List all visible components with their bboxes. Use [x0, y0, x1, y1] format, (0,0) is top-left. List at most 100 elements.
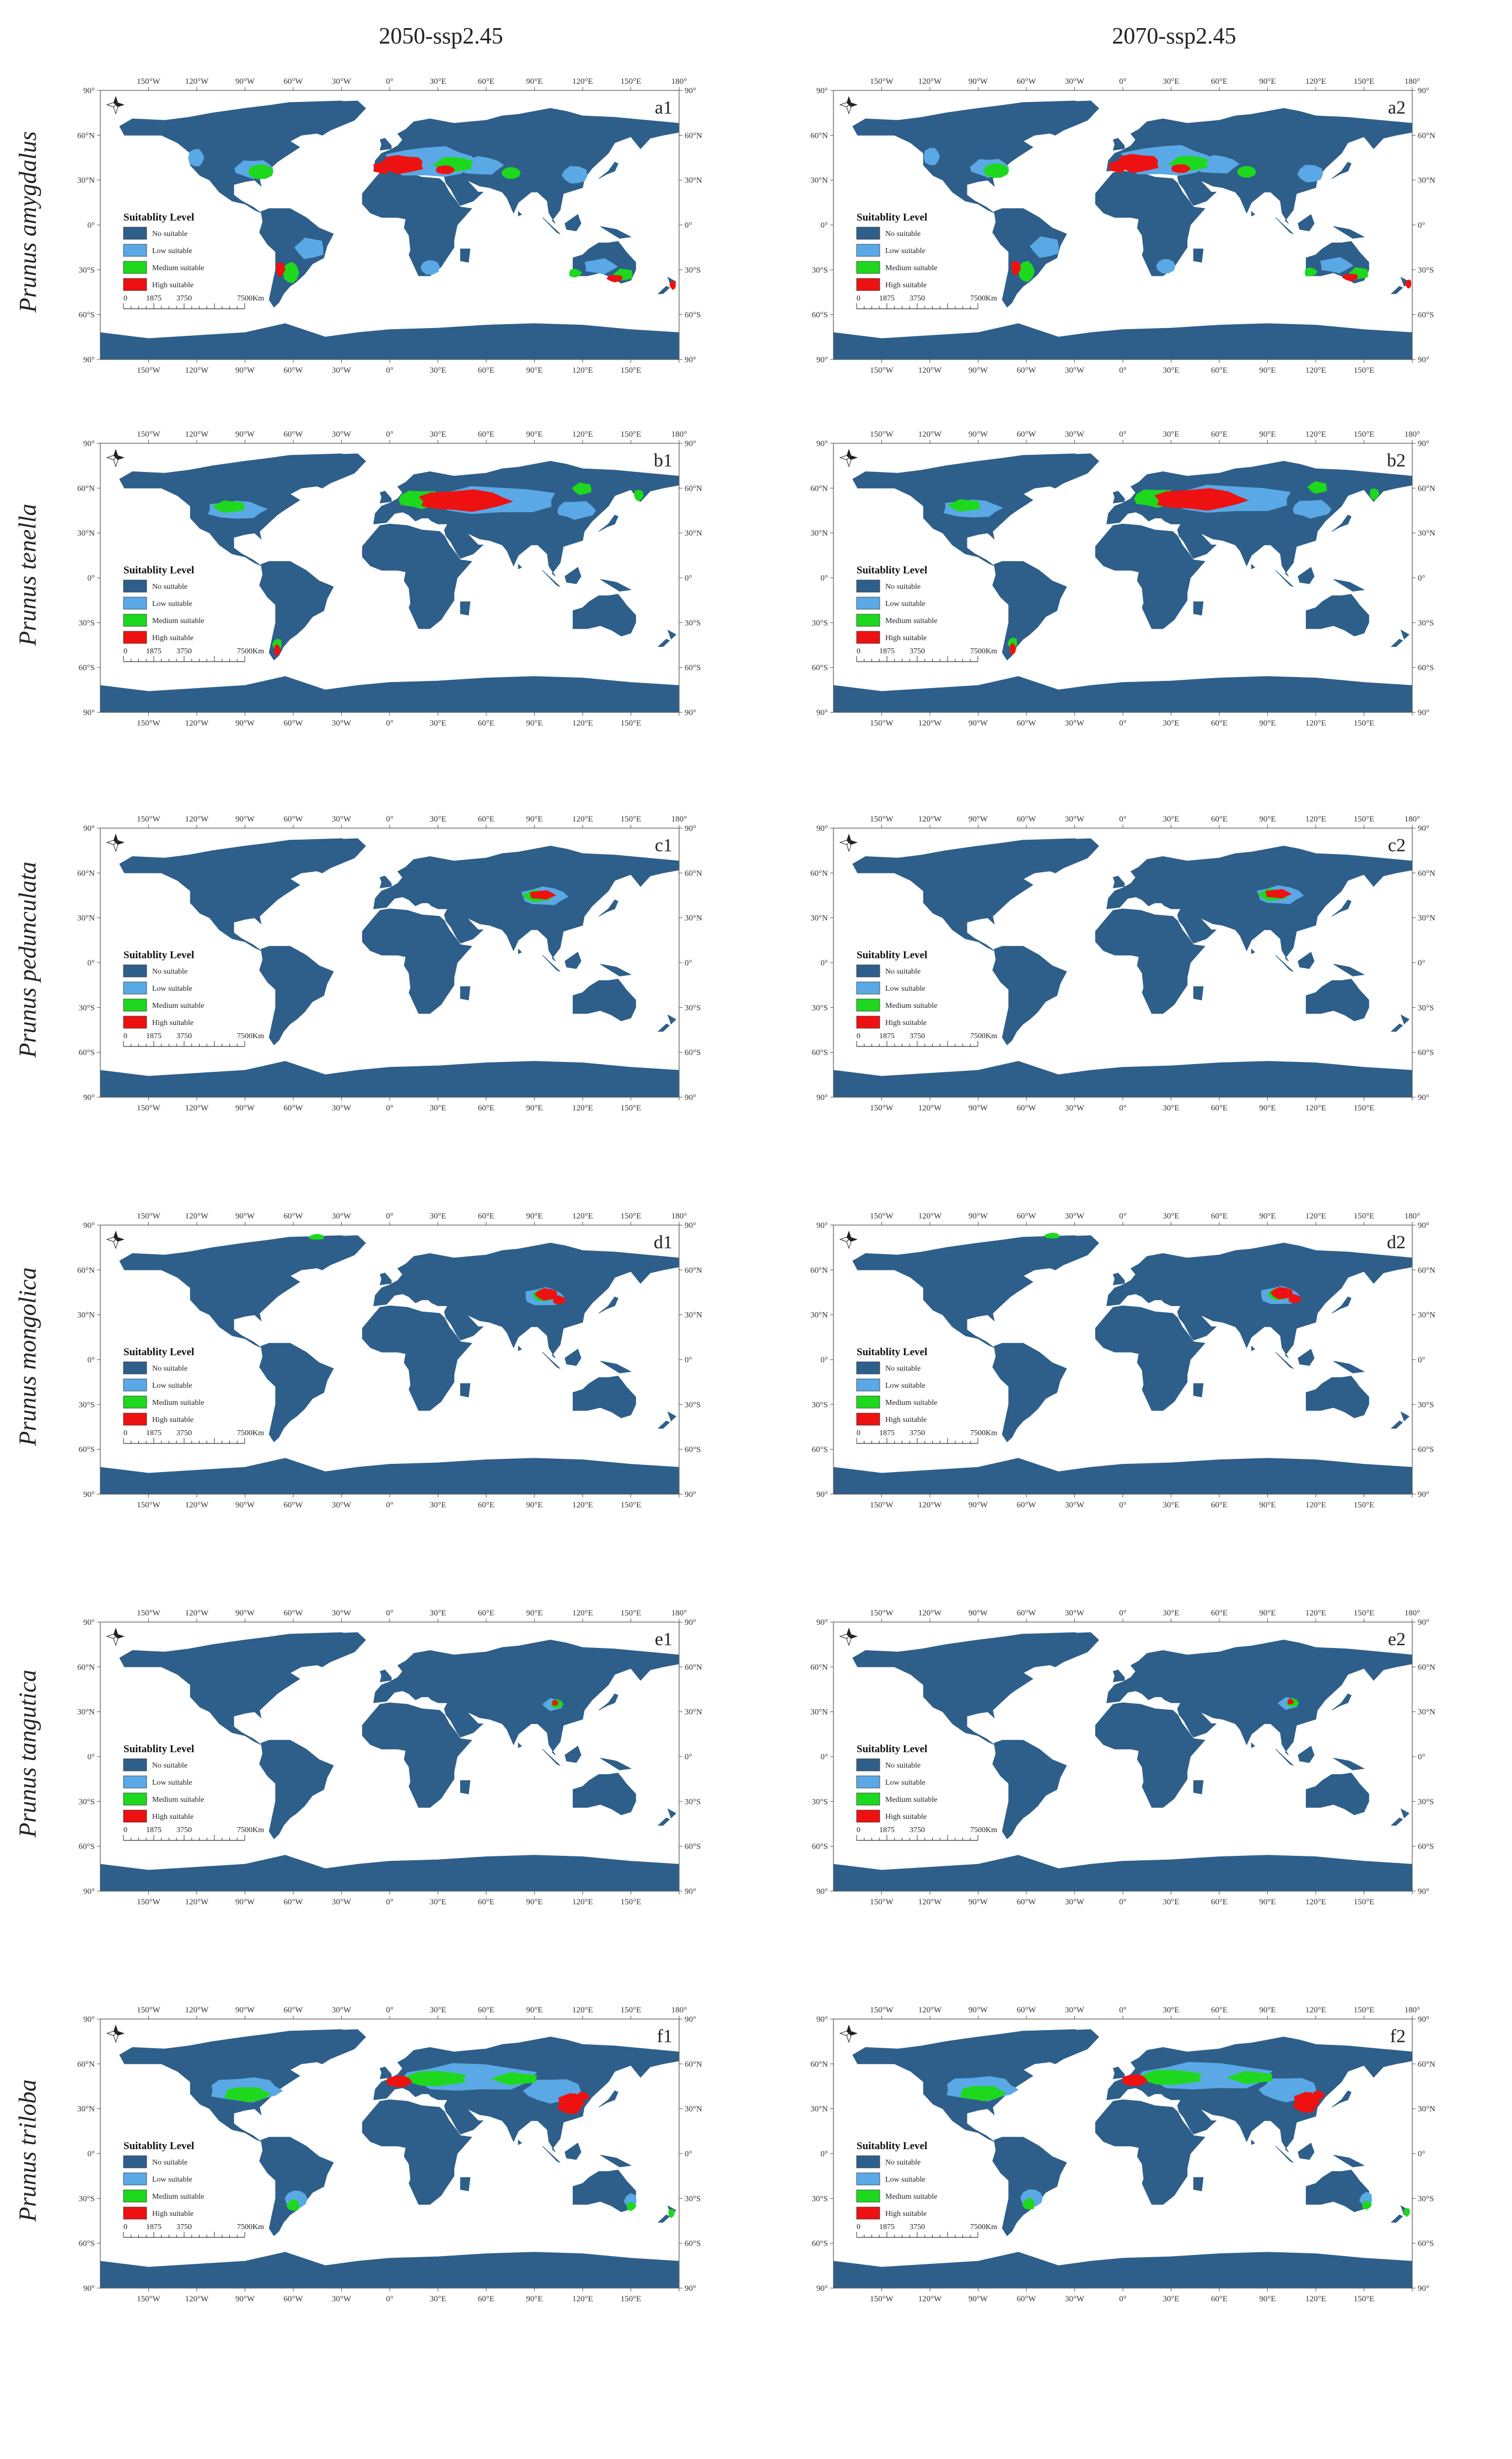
world-map: 150°W 150°W 120°W 120°W 90°W 90°W 60°W 60°W 30°W…: [810, 1609, 1435, 1907]
lon-tick-label: 0°: [386, 1898, 394, 1907]
lon-tick-label: 60°E: [478, 2295, 494, 2304]
lat-tick-label: 90°: [83, 2284, 95, 2293]
lon-tick-label: 60°W: [1016, 366, 1036, 375]
lon-tick-label: 30°W: [332, 719, 352, 728]
land-japan: [598, 514, 618, 532]
lon-tick-label: 90°E: [1259, 2006, 1276, 2015]
suitability-patch: [294, 237, 324, 259]
lat-tick-label: 30°N: [77, 1708, 95, 1717]
land-madagascar: [1193, 601, 1204, 616]
legend-swatch: [123, 2206, 147, 2220]
lon-tick-label: 90°E: [526, 1212, 542, 1221]
land-greenland: [1006, 2029, 1091, 2064]
lon-tick-label: 180°: [671, 815, 687, 824]
lon-tick-label: 150°E: [621, 1212, 642, 1221]
scale-tick-label: 7500: [970, 647, 986, 656]
lat-tick-label: 30°S: [812, 1003, 828, 1012]
legend: Suitablity Level No suitable Low suitable M…: [856, 949, 938, 1029]
scale-unit: Km: [986, 1429, 997, 1437]
lon-tick-label: 150°E: [1354, 719, 1375, 728]
scale-tick-label: 0: [857, 1826, 860, 1834]
lon-tick-label: 60°E: [478, 77, 494, 86]
legend-swatch: [856, 1810, 880, 1823]
land-africa: [362, 170, 472, 276]
land-antarctica: [833, 1061, 1412, 1097]
lon-tick-label: 90°W: [968, 1609, 988, 1618]
scale-tick-label: 3750: [910, 1429, 925, 1437]
legend-swatch: [123, 1775, 147, 1789]
lon-tick-label: 60°W: [1016, 1609, 1036, 1618]
land-madagascar: [460, 1383, 471, 1398]
suitability-patch: [274, 644, 281, 656]
legend-item-label: Low suitable: [152, 1779, 192, 1787]
scale-bar: 0 1875 3750 7500 Km: [123, 294, 264, 309]
lon-tick-label: 60°W: [1016, 430, 1036, 439]
lat-tick-label: 60°N: [685, 1663, 702, 1672]
lon-tick-label: 180°: [1405, 2006, 1420, 2015]
lon-tick-label: 30°E: [1163, 719, 1179, 728]
land-australia: [573, 979, 636, 1022]
lon-tick-label: 90°W: [968, 1898, 988, 1907]
map-panel-a2: 150°W 150°W 120°W 120°W 90°W 90°W 60°W 60°W 30°W…: [794, 56, 1453, 393]
lon-tick-label: 0°: [386, 77, 394, 86]
scale-bar: 0 1875 3750 7500 Km: [856, 294, 997, 309]
lon-tick-label: 150°W: [870, 1898, 894, 1907]
suitability-patch: [668, 2209, 675, 2219]
land-antarctica: [100, 1855, 679, 1891]
land-antarctica: [100, 676, 679, 712]
suitability-patch: [1022, 2197, 1035, 2210]
land-sriLanka: [518, 563, 523, 570]
legend-swatch: [123, 579, 147, 593]
lat-tick-label: 30°S: [79, 1400, 95, 1409]
lon-tick-label: 30°W: [332, 77, 352, 86]
lon-tick-label: 30°W: [1065, 1212, 1085, 1221]
land-japan: [598, 1693, 618, 1711]
suitability-patch: [1030, 236, 1059, 258]
land-madagascar: [1193, 2177, 1204, 2192]
lon-tick-label: 30°E: [1163, 77, 1179, 86]
lon-tick-label: 120°E: [1305, 1212, 1326, 1221]
land-northAmerica: [852, 1235, 1100, 1348]
land-japan: [598, 162, 618, 179]
map-panel-f1: 150°W 150°W 120°W 120°W 90°W 90°W 60°W 60°W 30°W…: [61, 1985, 720, 2321]
lon-tick-label: 150°E: [1354, 77, 1375, 86]
land-africa: [362, 908, 472, 1014]
suitability-patch: [1293, 500, 1332, 519]
lon-tick-label: 0°: [386, 430, 394, 439]
lon-tick-label: 150°W: [870, 1501, 894, 1510]
world-map: 150°W 150°W 120°W 120°W 90°W 90°W 60°W 60°W 30°W…: [77, 815, 702, 1113]
lon-tick-label: 30°E: [429, 77, 446, 86]
lon-tick-label: 120°E: [572, 815, 593, 824]
land-eurasia: [373, 845, 679, 962]
legend-swatch: [123, 2155, 147, 2168]
land-africa: [1095, 170, 1206, 276]
land-africa: [1095, 908, 1206, 1014]
scale-tick-label: 7500: [970, 294, 986, 303]
land-madagascar: [460, 986, 471, 1001]
lon-tick-label: 150°E: [1354, 1609, 1375, 1618]
scale-tick-label: 7500: [237, 2223, 252, 2231]
lon-tick-label: 30°W: [1065, 1104, 1085, 1113]
lon-tick-label: 90°W: [235, 77, 255, 86]
lon-tick-label: 90°W: [235, 815, 255, 824]
lon-tick-label: 120°W: [185, 1501, 209, 1510]
lon-tick-label: 30°E: [1163, 1501, 1179, 1510]
land-newGuinea: [600, 1758, 632, 1770]
lat-tick-label: 30°N: [685, 914, 702, 923]
world-map: 150°W 150°W 120°W 120°W 90°W 90°W 60°W 60°W 30°W…: [77, 2006, 702, 2304]
legend-item-label: No suitable: [885, 968, 921, 976]
land-northAmerica: [119, 1235, 367, 1348]
lat-tick-label: 60°N: [1418, 1266, 1435, 1275]
lat-tick-label: 90°: [816, 1887, 828, 1896]
lat-tick-label: 60°S: [1418, 1049, 1434, 1057]
legend-swatch: [856, 579, 880, 593]
lon-tick-label: 30°E: [1163, 430, 1179, 439]
scale-tick-label: 7500: [237, 647, 252, 656]
lon-tick-label: 90°W: [968, 366, 988, 375]
suitability-patch: [188, 149, 205, 167]
land-uk: [1112, 1669, 1125, 1682]
suitability-patch: [1297, 164, 1323, 182]
land-borneo: [1298, 214, 1315, 232]
scale-bar: 0 1875 3750 7500 Km: [856, 2223, 997, 2238]
legend-swatch: [856, 1361, 880, 1375]
